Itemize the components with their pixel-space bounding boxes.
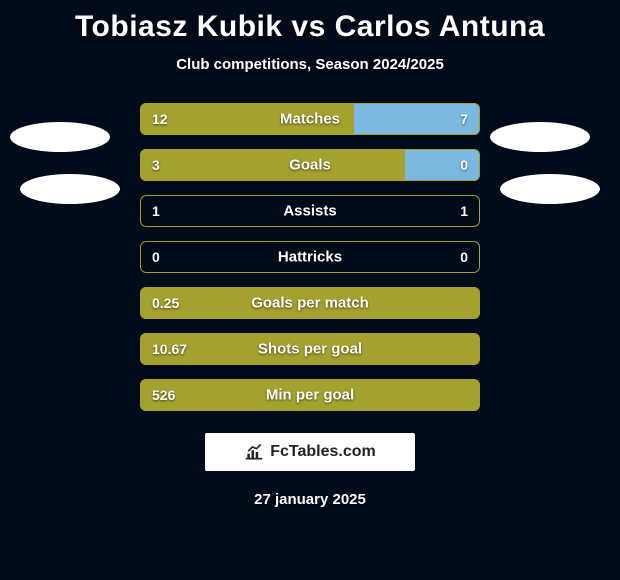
avatar-placeholder (10, 122, 110, 152)
stat-value-right: 0 (460, 249, 468, 265)
date-text: 27 january 2025 (0, 491, 620, 508)
avatar-placeholder (20, 174, 120, 204)
bar-left (140, 287, 480, 319)
bar-left (140, 103, 354, 135)
stat-label: Assists (140, 203, 480, 220)
bar-left (140, 333, 480, 365)
stat-row: Shots per goal10.67 (140, 333, 480, 365)
bar-left (140, 379, 480, 411)
stat-row: Assists1 1 (140, 195, 480, 227)
bar-left (140, 149, 405, 181)
stat-value-left: 1 (152, 203, 160, 219)
chart-icon (244, 443, 264, 461)
brand-badge: FcTables.com (205, 433, 415, 471)
stat-row: Hattricks0 0 (140, 241, 480, 273)
stat-value-left: 0 (152, 249, 160, 265)
stat-row: Matches127 (140, 103, 480, 135)
brand-text: FcTables.com (270, 443, 376, 461)
page-title: Tobiasz Kubik vs Carlos Antuna (0, 0, 620, 44)
player2-name: Carlos Antuna (335, 10, 545, 43)
player1-name: Tobiasz Kubik (75, 10, 283, 43)
stat-row: Goals per match0.25 (140, 287, 480, 319)
avatar-placeholder (490, 122, 590, 152)
bar-right (354, 103, 480, 135)
subtitle: Club competitions, Season 2024/2025 (0, 56, 620, 73)
stat-value-right: 1 (460, 203, 468, 219)
stat-label: Hattricks (140, 249, 480, 266)
stat-row: Goals30 (140, 149, 480, 181)
stat-row: Min per goal526 (140, 379, 480, 411)
vs-text: vs (291, 10, 325, 43)
bar-right (405, 149, 480, 181)
avatar-placeholder (500, 174, 600, 204)
